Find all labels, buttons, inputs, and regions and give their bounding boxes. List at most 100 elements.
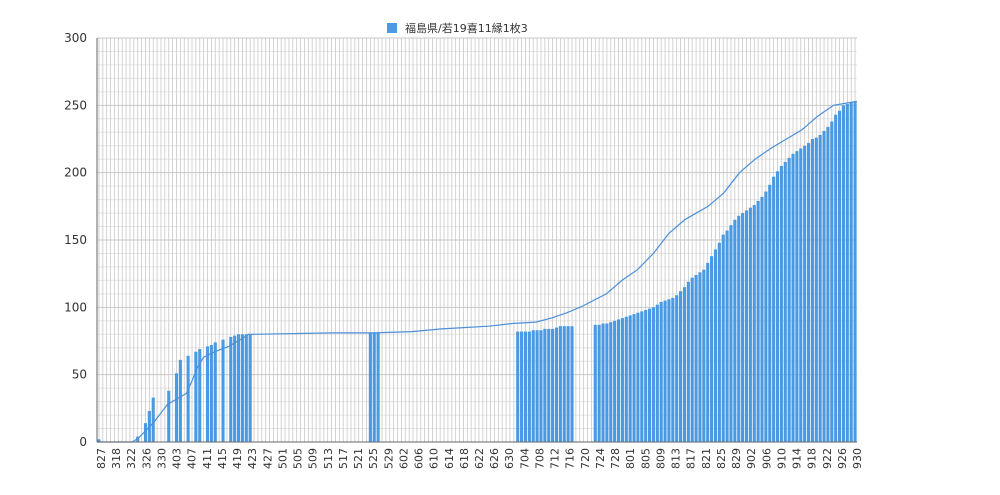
- y-tick-label: 250: [64, 98, 87, 112]
- bar: [136, 436, 140, 442]
- x-tick-label: 427: [261, 448, 274, 469]
- x-tick-label: 407: [186, 448, 199, 469]
- bar: [849, 102, 853, 442]
- x-tick-label: 809: [654, 448, 667, 469]
- bar: [547, 328, 551, 442]
- bar: [233, 335, 237, 442]
- x-tick-label: 330: [156, 448, 169, 469]
- x-tick-label: 326: [140, 448, 153, 469]
- bar: [551, 328, 555, 442]
- bar: [721, 234, 725, 442]
- legend-swatch: [387, 23, 397, 33]
- cumulative-line: [97, 100, 858, 443]
- bar: [682, 287, 686, 442]
- x-tick-label: 318: [110, 448, 123, 469]
- bar: [775, 171, 780, 442]
- x-tick-label: 716: [564, 448, 577, 469]
- bar: [570, 326, 574, 442]
- x-tick-label: 817: [685, 448, 698, 469]
- x-tick-label: 610: [428, 448, 441, 469]
- bar: [729, 225, 733, 442]
- x-tick-label: 708: [534, 448, 547, 469]
- bar: [213, 342, 217, 442]
- y-tick-label: 200: [64, 166, 87, 180]
- bar: [698, 272, 702, 442]
- bar: [628, 315, 632, 442]
- bar: [702, 269, 706, 442]
- bar: [520, 331, 524, 442]
- x-tick-label: 926: [836, 448, 849, 469]
- bar: [229, 336, 233, 442]
- bar: [240, 334, 244, 442]
- x-tick-label: 821: [700, 448, 713, 469]
- bar: [609, 322, 613, 442]
- bar: [787, 157, 791, 442]
- x-tick-label: 630: [503, 448, 516, 469]
- bar: [764, 191, 768, 442]
- bar: [593, 324, 597, 442]
- x-tick-label: 910: [775, 448, 788, 469]
- bar: [818, 134, 822, 442]
- y-tick-label: 0: [79, 435, 87, 449]
- bar: [748, 207, 752, 442]
- cumulative-line-path: [97, 100, 858, 443]
- bar: [756, 200, 760, 442]
- bar: [376, 332, 380, 442]
- x-tick-label: 622: [473, 448, 486, 469]
- x-tick-label: 813: [670, 448, 683, 469]
- bar: [597, 324, 601, 442]
- bars: [97, 101, 857, 443]
- bar: [644, 310, 648, 442]
- bar: [605, 323, 609, 442]
- bar: [826, 126, 830, 442]
- bar: [822, 130, 826, 443]
- bar: [527, 331, 531, 442]
- y-tick-labels: 0 50 100 150 200 250 300: [64, 31, 87, 449]
- bar: [760, 196, 764, 442]
- bar: [830, 121, 834, 442]
- bar: [779, 165, 783, 442]
- bar: [795, 151, 799, 442]
- bar: [613, 320, 617, 442]
- bar: [167, 390, 171, 442]
- x-tick-label: 829: [730, 448, 743, 469]
- x-tick-label: 902: [745, 448, 758, 469]
- bar: [648, 308, 652, 442]
- bar: [620, 318, 624, 442]
- x-tick-label: 724: [594, 448, 607, 469]
- bar: [554, 327, 559, 442]
- bar: [686, 281, 690, 442]
- bar: [675, 295, 679, 442]
- x-tick-label: 618: [458, 448, 471, 469]
- legend: 福島県/若19喜11縁1枚3: [387, 20, 528, 36]
- bar: [151, 397, 155, 442]
- bar: [143, 423, 148, 442]
- bar: [531, 330, 535, 442]
- bar: [663, 300, 667, 442]
- x-tick-label: 529: [382, 448, 395, 469]
- bar: [752, 204, 756, 442]
- x-tick-label: 501: [276, 448, 289, 469]
- x-tick-label: 704: [518, 448, 531, 469]
- bar: [516, 331, 520, 442]
- bar: [706, 262, 710, 442]
- bar: [717, 242, 721, 442]
- bar: [178, 359, 182, 442]
- bar: [713, 249, 718, 442]
- bar: [640, 311, 644, 442]
- bar: [841, 105, 845, 442]
- y-tick-label: 50: [72, 368, 87, 382]
- bar: [523, 331, 528, 442]
- x-tick-label: 918: [806, 448, 819, 469]
- bar: [694, 275, 698, 442]
- x-tick-label: 801: [624, 448, 637, 469]
- bar: [535, 330, 539, 442]
- x-tick-label: 509: [307, 448, 320, 469]
- bar: [209, 345, 213, 442]
- bar: [244, 334, 248, 442]
- x-tick-label: 906: [760, 448, 773, 469]
- bar: [725, 230, 729, 442]
- x-tick-label: 322: [125, 448, 138, 469]
- x-tick-label: 513: [322, 448, 335, 469]
